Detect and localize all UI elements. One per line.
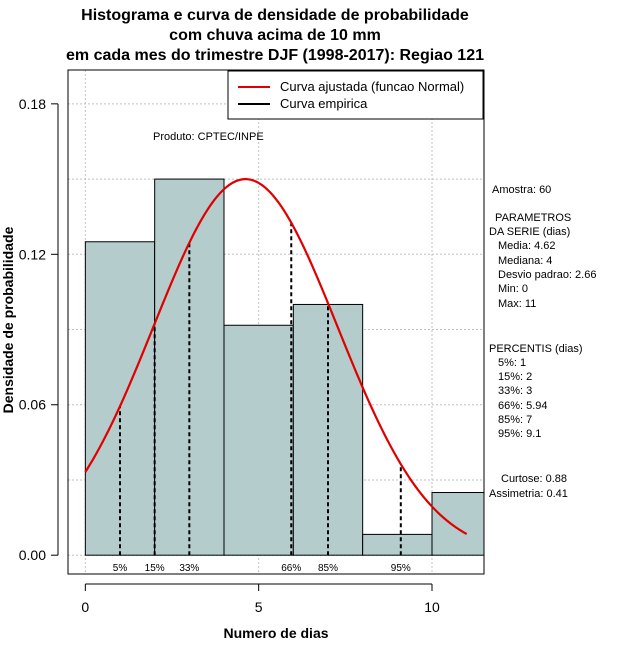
bars-layer: [84, 178, 485, 556]
legend-label-normal: Curva ajustada (funcao Normal): [280, 79, 464, 94]
y-tick-label-3: 0.18: [19, 96, 46, 112]
percentile-label-5: 95%: [391, 563, 411, 574]
y-tick-label-1: 0.06: [19, 397, 46, 413]
percentil-95: 95%: 9.1: [498, 428, 541, 440]
chart-title-line-2: com chuva acima de 10 mm: [169, 27, 381, 44]
histogram-bar-4: [362, 533, 433, 556]
legend-box: [227, 70, 484, 120]
param-mean: Media: 4.62: [498, 240, 555, 252]
y-tick-label-0: 0.00: [19, 547, 46, 563]
histogram-bar-0: [84, 241, 156, 556]
y-tick-label-2: 0.12: [19, 246, 46, 262]
param-max: Max: 11: [498, 298, 536, 310]
histogram-bar-5: [431, 492, 485, 556]
percentile-label-3: 66%: [281, 563, 301, 574]
percentil-5: 5%: 1: [498, 357, 526, 369]
percentile-label-2: 33%: [179, 563, 199, 574]
param-sd: Desvio padrao: 2.66: [498, 269, 596, 281]
skewness: Assimetria: 0.41: [489, 488, 568, 500]
plot-frame: [67, 69, 485, 575]
percentil-85: 85%: 7: [498, 414, 532, 426]
x-axis-label: Numero de dias: [223, 625, 328, 641]
x-tick-label-1: 5: [255, 599, 263, 615]
kurtosis: Curtose: 0.88: [501, 473, 567, 485]
percentil-33: 33%: 3: [498, 385, 532, 397]
percentis-header: PERCENTIS (dias): [489, 343, 583, 355]
legend-label-empirical: Curva empirica: [280, 96, 368, 111]
percentil-66: 66%: 5.94: [498, 400, 548, 412]
percentile-label-0: 5%: [113, 563, 128, 574]
side-panel: Amostra: 60 PARAMETROS DA SERIE (dias) M…: [489, 184, 596, 500]
param-min: Min: 0: [498, 283, 528, 295]
x-tick-label-0: 0: [81, 599, 89, 615]
axes-layer: 0 5 10 0.00 0.06 0.12 0.18: [19, 96, 440, 615]
percentile-label-4: 85%: [318, 563, 338, 574]
chart-title-line-1: Histograma e curva de densidade de proba…: [81, 7, 469, 24]
param-median: Mediana: 4: [498, 255, 552, 267]
histogram-bar-2: [223, 324, 294, 556]
params-header-1: PARAMETROS: [492, 212, 571, 224]
chart-title-line-3: em cada mes do trimestre DJF (1998-2017)…: [66, 47, 484, 64]
percentil-15: 15%: 2: [498, 371, 532, 383]
percentile-layer: 5% 15% 33% 66% 85% 95%: [113, 222, 411, 574]
legend: Curva ajustada (funcao Normal) Curva emp…: [227, 70, 484, 120]
sample-size: Amostra: 60: [492, 184, 551, 196]
curve-layer: [84, 178, 468, 535]
percentile-label-1: 15%: [145, 563, 165, 574]
x-tick-label-2: 10: [424, 599, 440, 615]
normal-fit-curve: [84, 178, 468, 535]
y-axis-label: Densidade de probabilidade: [0, 226, 16, 413]
product-annotation: Produto: CPTEC/INPE: [153, 131, 264, 143]
params-header-2: DA SERIE (dias): [489, 226, 570, 238]
